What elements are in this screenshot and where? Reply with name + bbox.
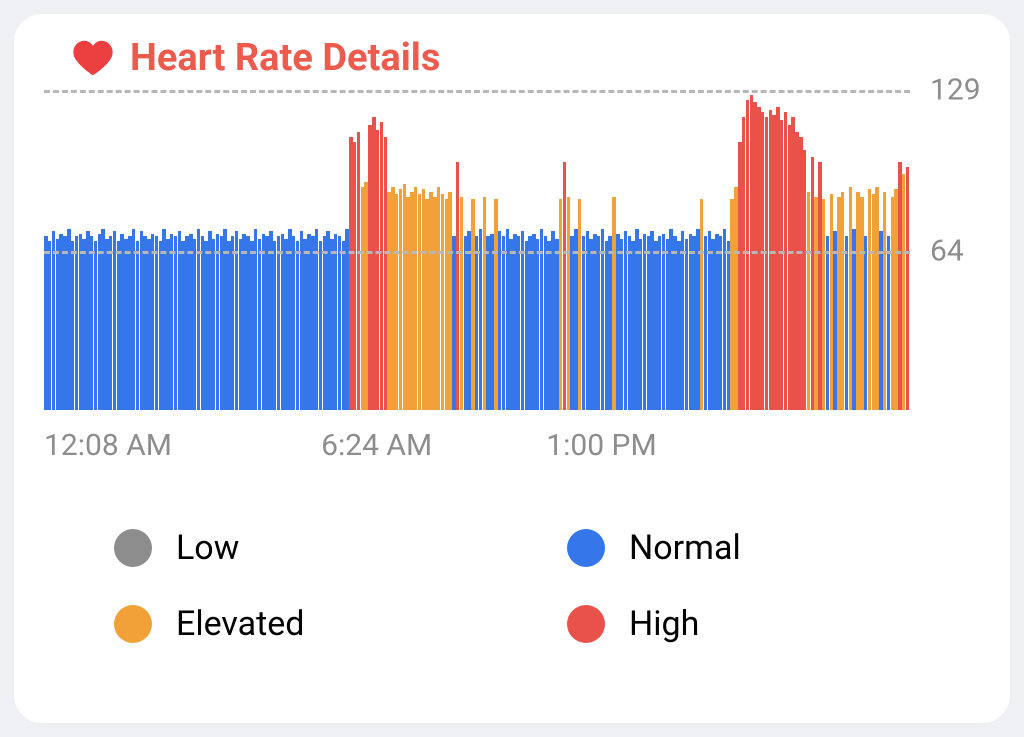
legend-label: Low (176, 528, 239, 568)
chart-plot-area: 12964 (44, 90, 910, 410)
card-header: Heart Rate Details (44, 36, 980, 80)
chart-x-tick-label: 12:08 AM (44, 428, 172, 463)
legend-label: High (629, 604, 699, 644)
card-title: Heart Rate Details (130, 36, 440, 80)
chart-gridline (44, 251, 910, 254)
legend-item-normal: Normal (567, 528, 980, 568)
chart-gridline (44, 90, 910, 93)
chart-y-tick-label: 64 (920, 234, 980, 269)
heart-rate-chart: 12964 12:08 AM 6:24 AM 1:00 PM (44, 90, 980, 468)
legend-swatch (567, 529, 605, 567)
legend-label: Normal (629, 528, 741, 568)
chart-x-axis: 12:08 AM 6:24 AM 1:00 PM (44, 428, 910, 468)
chart-bars (44, 90, 910, 410)
chart-y-tick-label: 129 (920, 73, 980, 108)
legend-swatch (114, 605, 152, 643)
legend-item-elevated: Elevated (114, 604, 527, 644)
heart-rate-card: Heart Rate Details 12964 12:08 AM6:24 AM… (14, 14, 1010, 723)
chart-bar (906, 167, 909, 410)
chart-x-tick-label: 1:00 PM (546, 428, 656, 463)
legend-swatch (567, 605, 605, 643)
chart-x-tick-label: 6:24 AM (321, 428, 432, 463)
legend-swatch (114, 529, 152, 567)
legend-item-high: High (567, 604, 980, 644)
legend-item-low: Low (114, 528, 527, 568)
chart-legend: Low Normal Elevated High (44, 528, 980, 644)
heart-icon (72, 39, 114, 77)
legend-label: Elevated (176, 604, 304, 644)
